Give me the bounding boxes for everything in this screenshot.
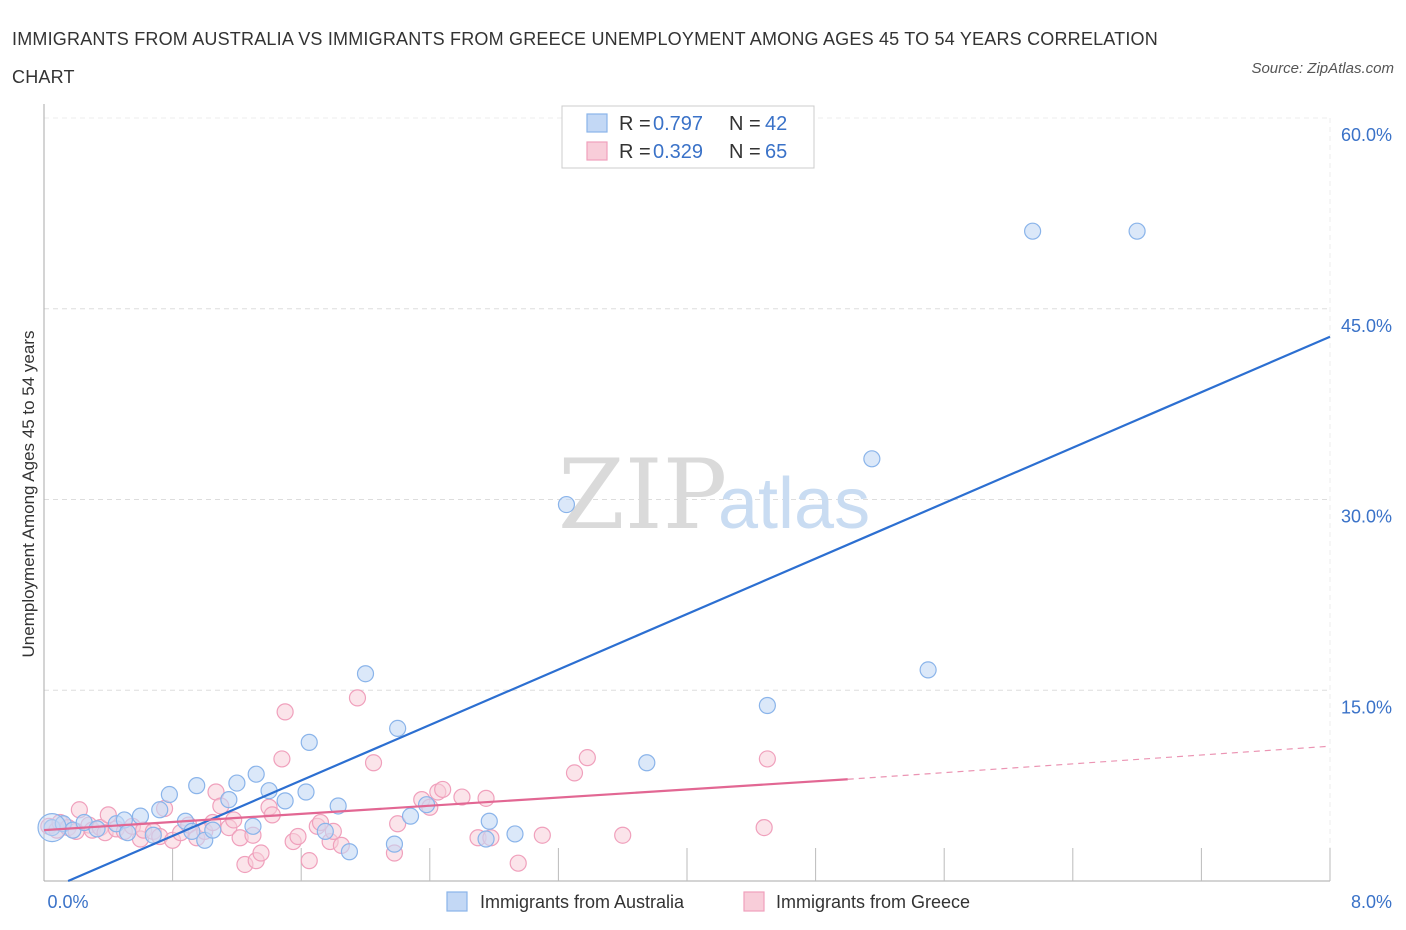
australia-trend-line [67, 335, 1331, 883]
greece-point [276, 703, 294, 721]
y-tick-label: 15.0% [1341, 697, 1392, 717]
axes-layer: 15.0% 30.0% 45.0% 60.0% 0.0% 8.0% [43, 104, 1392, 912]
greece-trend-line-extrapolated [847, 745, 1331, 780]
greece-point [565, 764, 584, 782]
australia-point [316, 822, 334, 841]
australia-point [356, 665, 375, 683]
australia-point [638, 754, 656, 772]
australia-point [220, 791, 238, 809]
australia-point [385, 835, 404, 853]
australia-point [297, 783, 315, 801]
greece-point [389, 815, 407, 833]
australia-point [88, 820, 106, 838]
legend-n-value-australia: 42 [765, 113, 787, 135]
greece-point [578, 749, 596, 767]
greece-point [533, 826, 551, 844]
trend-layer [43, 335, 1331, 883]
australia-point [557, 495, 576, 514]
australia-point [247, 765, 265, 783]
y-axis-label: Unemployment Among Ages 45 to 54 years [19, 331, 38, 658]
bottom-legend-label-greece: Immigrants from Greece [776, 892, 970, 912]
australia-point [480, 812, 498, 830]
greece-point [755, 818, 773, 837]
legend-n-label-greece: N = [729, 141, 761, 163]
australia-point [863, 450, 881, 468]
greece-point [509, 854, 527, 872]
watermark-zip: ZIP [558, 439, 727, 551]
y-tick-label: 30.0% [1341, 507, 1392, 527]
legend-r-label-australia: R = [619, 113, 651, 135]
bottom-legend-swatch-australia [446, 891, 468, 912]
points-layer [37, 222, 1146, 874]
greece-point [758, 750, 776, 768]
australia-point [204, 821, 222, 839]
greece-point [364, 754, 383, 772]
legend-n-value-greece: 65 [765, 141, 787, 163]
greece-point [434, 780, 452, 799]
australia-point [506, 825, 524, 843]
australia-point [919, 661, 937, 679]
greece-point [273, 750, 291, 768]
australia-point [151, 801, 169, 819]
australia-point [188, 777, 206, 795]
greece-point [252, 844, 270, 862]
australia-point [477, 830, 495, 848]
bottom-legend-label-australia: Immigrants from Australia [480, 892, 685, 912]
australia-point [340, 843, 359, 861]
legend-n-label-australia: N = [729, 113, 761, 135]
greece-trend-line [43, 778, 848, 832]
greece-point [289, 827, 307, 846]
australia-point [401, 807, 420, 825]
legend-swatch-greece [586, 141, 608, 161]
australia-cluster-point [37, 812, 67, 843]
australia-point [118, 824, 137, 842]
australia-point [228, 774, 246, 792]
watermark: ZIP atlas [558, 439, 870, 551]
australia-point [1128, 222, 1146, 240]
greece-point [348, 689, 367, 707]
legend-r-value-australia: 0.797 [653, 113, 703, 135]
australia-point [300, 733, 318, 751]
australia-point [244, 817, 262, 835]
australia-point [276, 792, 294, 810]
chart-title: IMMIGRANTS FROM AUSTRALIA VS IMMIGRANTS … [12, 29, 1158, 87]
greece-point [225, 811, 243, 829]
greece-point [477, 789, 495, 807]
australia-point [160, 785, 178, 804]
x-tick-label-min: 0.0% [47, 892, 88, 912]
australia-point [1024, 222, 1042, 240]
australia-point [329, 797, 347, 815]
y-tick-label: 60.0% [1341, 125, 1392, 145]
x-tick-label-max: 8.0% [1351, 892, 1392, 912]
australia-point [131, 807, 150, 825]
watermark-atlas: atlas [718, 464, 870, 544]
stats-legend: R = 0.797 N = 42 R = 0.329 N = 65 [561, 105, 815, 169]
greece-point [453, 788, 471, 806]
greece-point [614, 826, 632, 844]
legend-r-label-greece: R = [619, 141, 651, 163]
y-tick-label: 45.0% [1341, 316, 1392, 336]
series-legend: Immigrants from Australia Immigrants fro… [446, 891, 970, 912]
legend-r-value-greece: 0.329 [653, 141, 703, 163]
chart-source: Source: ZipAtlas.com [1251, 60, 1394, 77]
legend-swatch-australia [586, 113, 608, 133]
greece-point [300, 852, 318, 870]
australia-point [758, 696, 776, 715]
australia-point [389, 719, 407, 738]
bottom-legend-swatch-greece [743, 891, 765, 912]
